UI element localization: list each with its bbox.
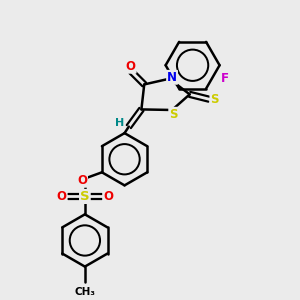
Text: S: S <box>169 108 178 121</box>
Text: H: H <box>115 118 124 128</box>
Text: S: S <box>80 190 90 203</box>
Text: N: N <box>167 71 177 84</box>
Text: O: O <box>57 190 67 203</box>
Text: O: O <box>77 174 87 187</box>
Text: O: O <box>126 60 136 73</box>
Text: CH₃: CH₃ <box>74 287 95 297</box>
Text: F: F <box>221 72 229 85</box>
Text: O: O <box>103 190 113 203</box>
Text: S: S <box>210 93 219 106</box>
